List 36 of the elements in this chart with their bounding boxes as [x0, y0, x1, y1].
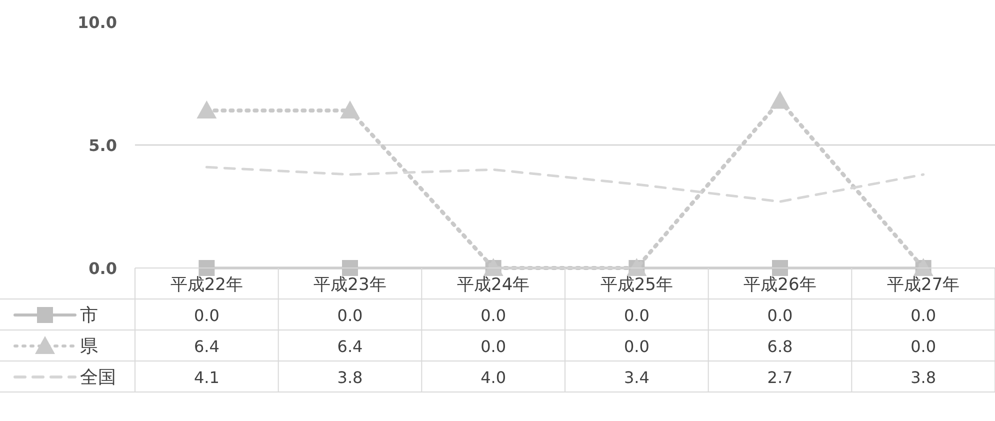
x-tick-label: 平成22年	[170, 275, 243, 295]
data-label: 0.0	[910, 306, 936, 325]
legend-label: 全国	[80, 367, 116, 388]
data-label: 6.4	[194, 337, 220, 356]
data-label: 0.0	[337, 306, 363, 325]
point	[340, 100, 360, 119]
data-label: 4.1	[194, 368, 220, 387]
data-label: 4.0	[480, 368, 506, 387]
data-label: 3.4	[624, 368, 650, 387]
x-tick-label: 平成23年	[314, 275, 386, 295]
x-tick-label: 平成24年	[457, 275, 530, 295]
x-tick-label: 平成25年	[600, 275, 673, 295]
data-label: 3.8	[337, 368, 363, 387]
x-tick-label: 平成27年	[887, 275, 960, 295]
point	[198, 260, 215, 276]
legend-label: 市	[80, 305, 98, 326]
legend-label: 県	[80, 336, 98, 357]
data-label: 6.4	[337, 337, 363, 356]
y-tick-label: 0.0	[88, 259, 117, 278]
point	[772, 260, 788, 276]
data-label: 0.0	[624, 337, 650, 356]
x-tick-label: 平成26年	[744, 275, 816, 295]
data-label: 2.7	[767, 368, 793, 387]
data-label: 0.0	[480, 306, 506, 325]
y-tick-label: 5.0	[88, 136, 117, 155]
y-tick-label: 10.0	[78, 13, 117, 32]
data-label: 3.8	[910, 368, 936, 387]
data-label: 0.0	[194, 306, 220, 325]
data-label: 0.0	[767, 306, 793, 325]
data-label: 0.0	[480, 337, 506, 356]
data-label: 0.0	[624, 306, 650, 325]
point	[196, 100, 217, 119]
point	[342, 260, 358, 276]
point	[770, 90, 790, 109]
data-label: 6.8	[767, 337, 793, 356]
data-label: 0.0	[910, 337, 936, 356]
